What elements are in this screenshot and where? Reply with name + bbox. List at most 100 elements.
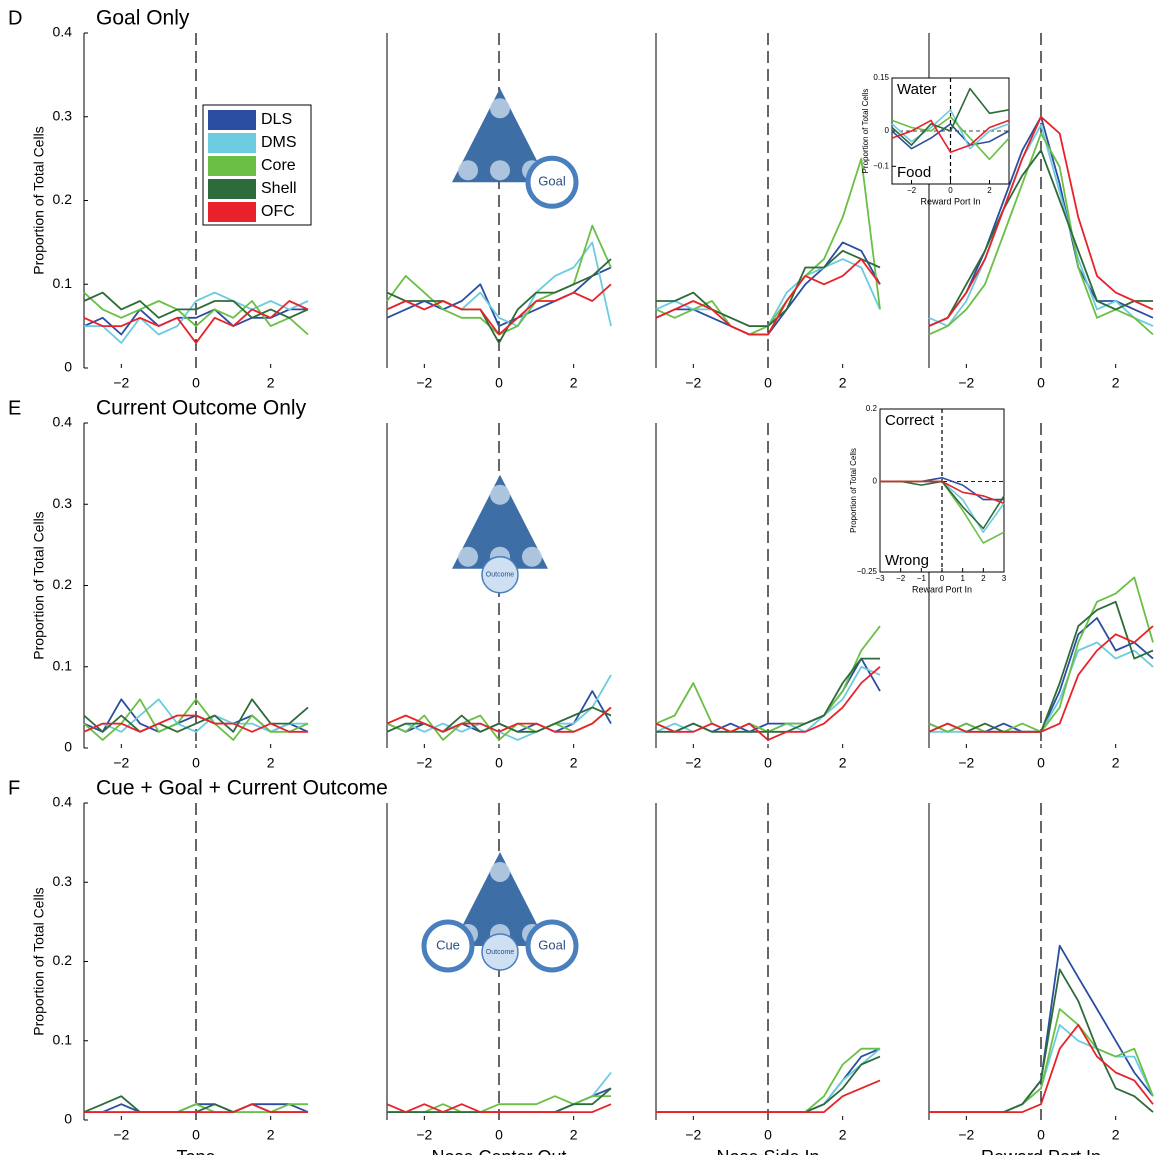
series-line xyxy=(880,480,1005,504)
series-line xyxy=(83,291,309,319)
series-line xyxy=(83,291,309,336)
y-tick-label: 0.3 xyxy=(53,873,73,889)
x-tick-label: 2 xyxy=(981,574,986,583)
icon-triangle xyxy=(452,88,548,183)
x-axis-label: Nose Center Out xyxy=(431,1147,566,1155)
y-tick-label: 0.3 xyxy=(53,495,73,511)
icon-node xyxy=(490,861,510,882)
icon-label: Goal xyxy=(538,937,566,952)
x-tick-label: −2 xyxy=(958,755,974,771)
icon-outcome xyxy=(481,556,519,594)
x-tick-label: 2 xyxy=(987,186,992,195)
x-tick-label: 0 xyxy=(1037,375,1045,391)
icon-goal xyxy=(525,919,579,973)
x-axis-label: Reward Port In xyxy=(981,1147,1101,1155)
x-tick-label: 2 xyxy=(570,755,578,771)
y-axis-label: Proportion of Total Cells xyxy=(31,126,47,274)
legend-swatch xyxy=(208,110,256,130)
series-line xyxy=(928,149,1153,327)
series-line xyxy=(386,283,612,336)
x-tick-label: −2 xyxy=(685,755,701,771)
x-tick-label: −2 xyxy=(113,1127,129,1143)
x-tick-label: 2 xyxy=(839,375,847,391)
x-tick-label: −2 xyxy=(958,1127,974,1143)
series-line xyxy=(84,1103,308,1113)
x-tick-label: 0 xyxy=(495,375,503,391)
x-axis-label: Reward Port In xyxy=(912,584,972,594)
x-tick-label: 2 xyxy=(1112,755,1120,771)
x-tick-label: −2 xyxy=(896,574,906,583)
panel-label: E xyxy=(8,397,21,419)
panel-label: D xyxy=(8,7,22,29)
x-tick-label: 0 xyxy=(495,755,503,771)
x-tick-label: 0 xyxy=(764,375,772,391)
y-axis-label: Proportion of Total Cells xyxy=(31,887,47,1035)
inset-note: Water xyxy=(897,81,936,98)
x-tick-label: −2 xyxy=(113,755,129,771)
x-tick-label: 1 xyxy=(960,574,965,583)
y-axis-label: Proportion of Total Cells xyxy=(861,89,870,174)
y-tick-label: 0 xyxy=(64,359,72,375)
x-tick-label: −2 xyxy=(685,375,701,391)
y-tick-label: 0.1 xyxy=(53,657,73,673)
y-tick-label: 0.1 xyxy=(53,275,73,291)
y-axis-label: Proportion of Total Cells xyxy=(849,448,858,533)
series-line xyxy=(891,109,1010,150)
icon-label: Outcome xyxy=(486,572,515,579)
icon-outcome xyxy=(481,933,519,971)
x-axis-label: Nose Side In xyxy=(716,1147,819,1155)
legend-label: DMS xyxy=(261,134,297,151)
icon-node xyxy=(522,546,542,567)
x-tick-label: 2 xyxy=(267,1127,275,1143)
series-line xyxy=(83,300,309,344)
y-tick-label: 0 xyxy=(64,1111,72,1127)
x-tick-label: 2 xyxy=(267,375,275,391)
series-line xyxy=(83,714,308,733)
x-tick-label: 2 xyxy=(839,755,847,771)
x-axis-label: Reward Port In xyxy=(920,196,980,206)
series-line xyxy=(656,249,881,327)
x-tick-label: −2 xyxy=(907,186,917,195)
x-tick-label: −2 xyxy=(416,1127,432,1143)
legend-label: DLS xyxy=(261,111,292,128)
x-tick-label: 2 xyxy=(1112,1127,1120,1143)
x-tick-label: 0 xyxy=(1037,1127,1045,1143)
x-tick-label: 0 xyxy=(495,1127,503,1143)
y-axis-label: Proportion of Total Cells xyxy=(31,511,47,659)
row-title: Cue + Goal + Current Outcome xyxy=(96,777,388,800)
x-tick-label: 0 xyxy=(192,755,200,771)
series-line xyxy=(656,1079,881,1113)
icon-node xyxy=(490,98,510,119)
icon-node xyxy=(458,546,478,567)
x-tick-label: −2 xyxy=(416,375,432,391)
x-tick-label: 3 xyxy=(1002,574,1007,583)
y-tick-label: 0 xyxy=(885,126,890,135)
legend-swatch xyxy=(208,156,256,176)
panel-label: F xyxy=(8,777,20,799)
y-tick-label: 0.3 xyxy=(53,107,73,123)
inset-note: Correct xyxy=(885,412,935,429)
y-tick-label: 0.2 xyxy=(53,576,73,592)
y-tick-label: 0.4 xyxy=(53,794,73,810)
series-line xyxy=(891,119,1010,153)
row-title: Current Outcome Only xyxy=(96,397,307,420)
x-tick-label: −2 xyxy=(113,375,129,391)
x-tick-label: 0 xyxy=(764,755,772,771)
icon-label: Outcome xyxy=(486,949,515,956)
y-tick-label: 0.4 xyxy=(53,24,73,40)
legend-label: Shell xyxy=(261,180,297,197)
x-tick-label: −2 xyxy=(685,1127,701,1143)
legend-swatch xyxy=(208,202,256,222)
legend-label: OFC xyxy=(261,203,295,220)
x-tick-label: 0 xyxy=(940,574,945,583)
y-tick-label: 0 xyxy=(64,739,72,755)
icon-goal xyxy=(525,155,579,209)
icon-node xyxy=(490,160,510,181)
x-tick-label: 2 xyxy=(839,1127,847,1143)
x-tick-label: 0 xyxy=(192,1127,200,1143)
x-tick-label: 2 xyxy=(267,755,275,771)
x-tick-label: 2 xyxy=(570,375,578,391)
series-line xyxy=(928,625,1154,733)
legend-label: Core xyxy=(261,157,296,174)
y-tick-label: 0.2 xyxy=(53,952,73,968)
